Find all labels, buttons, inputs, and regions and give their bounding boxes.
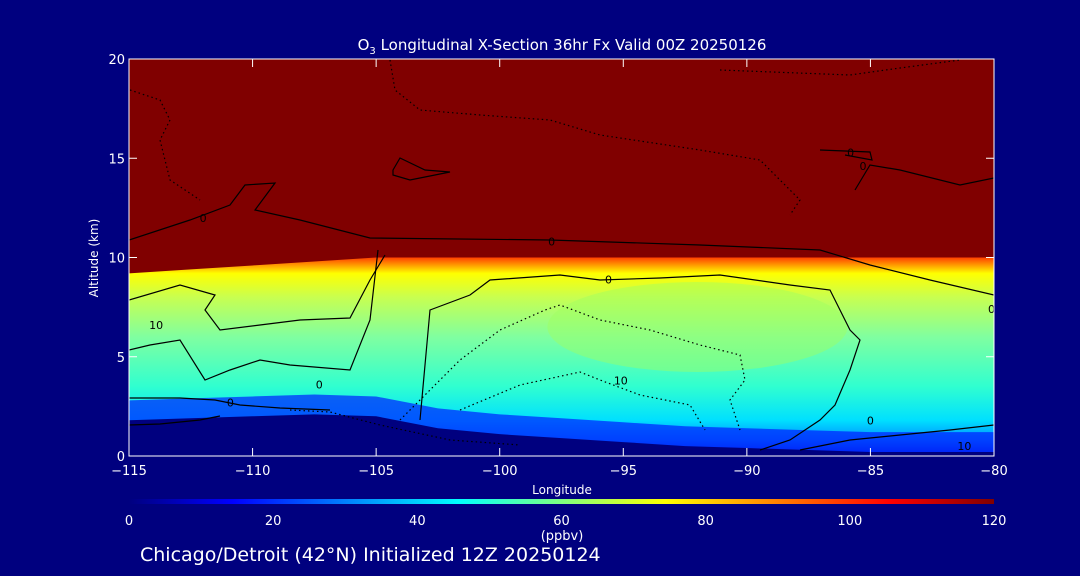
contour-line bbox=[129, 397, 331, 411]
colorbar-tick-label: 100 bbox=[837, 514, 862, 529]
y-axis-label: Altitude (km) bbox=[87, 219, 101, 298]
x-tick-label: −105 bbox=[358, 464, 394, 479]
contour-label: 0 bbox=[200, 212, 207, 225]
y-axis: 0 5 10 15 20 bbox=[108, 53, 994, 465]
mid-troposphere-high-ozone bbox=[547, 281, 848, 372]
y-tick-label: 0 bbox=[117, 450, 125, 465]
contour-label: 0 bbox=[867, 414, 874, 427]
contour-line bbox=[129, 415, 221, 426]
x-tick-label: −115 bbox=[111, 464, 147, 479]
contour-label: 0 bbox=[227, 396, 234, 409]
x-axis-label: Longitude bbox=[532, 483, 592, 497]
x-tick-label: −85 bbox=[857, 464, 884, 479]
contour-line bbox=[819, 149, 873, 161]
x-tick-label: −110 bbox=[235, 464, 271, 479]
x-axis: −115 −110 −105 −100 −95 −90 −85 −80 bbox=[111, 59, 1008, 479]
x-tick-label: −80 bbox=[980, 464, 1007, 479]
contour-line bbox=[129, 182, 994, 296]
contour-line bbox=[129, 249, 379, 381]
contour-label: 10 bbox=[957, 440, 971, 453]
chart-title: O3 Longitudinal X-Section 36hr Fx Valid … bbox=[358, 36, 767, 57]
contour-lines bbox=[129, 59, 994, 451]
contour-line bbox=[392, 157, 451, 181]
colorbar-tick-label: 120 bbox=[982, 514, 1007, 529]
y-tick-label: 15 bbox=[108, 152, 125, 167]
x-tick-label: −100 bbox=[482, 464, 518, 479]
colorbar-tick-label: 0 bbox=[125, 514, 133, 529]
colorbar-ticks: 0 20 40 60 80 100 120 bbox=[125, 514, 1007, 529]
contour-label: 10 bbox=[614, 375, 628, 388]
y-tick-label: 5 bbox=[117, 351, 125, 366]
contour-label: 0 bbox=[548, 236, 555, 249]
plot-area bbox=[129, 59, 994, 456]
colorbar-tick-label: 80 bbox=[697, 514, 714, 529]
y-tick-label: 10 bbox=[108, 252, 125, 267]
contour-label: 0 bbox=[316, 379, 323, 392]
x-tick-label: −95 bbox=[610, 464, 637, 479]
contour-line bbox=[419, 274, 861, 451]
colorbar-unit-label: (ppbv) bbox=[541, 529, 584, 544]
x-tick-label: −90 bbox=[733, 464, 760, 479]
footer-caption: Chicago/Detroit (42°N) Initialized 12Z 2… bbox=[140, 544, 601, 566]
contour-line bbox=[389, 59, 801, 216]
contour-line bbox=[854, 164, 994, 191]
colorbar-tick-label: 20 bbox=[265, 514, 282, 529]
colorbar-tick-label: 40 bbox=[409, 514, 426, 529]
contour-label: 0 bbox=[847, 146, 854, 159]
y-tick-label: 20 bbox=[108, 53, 125, 68]
contour-line bbox=[799, 424, 994, 451]
contour-label: 10 bbox=[149, 319, 163, 332]
colorbar bbox=[129, 499, 994, 504]
contour-label: 0 bbox=[605, 273, 612, 286]
contour-line bbox=[129, 254, 386, 331]
terrain bbox=[129, 414, 994, 456]
contour-label: 0 bbox=[860, 160, 867, 173]
contour-label: 0 bbox=[988, 303, 995, 316]
colorbar-tick-label: 60 bbox=[553, 514, 570, 529]
